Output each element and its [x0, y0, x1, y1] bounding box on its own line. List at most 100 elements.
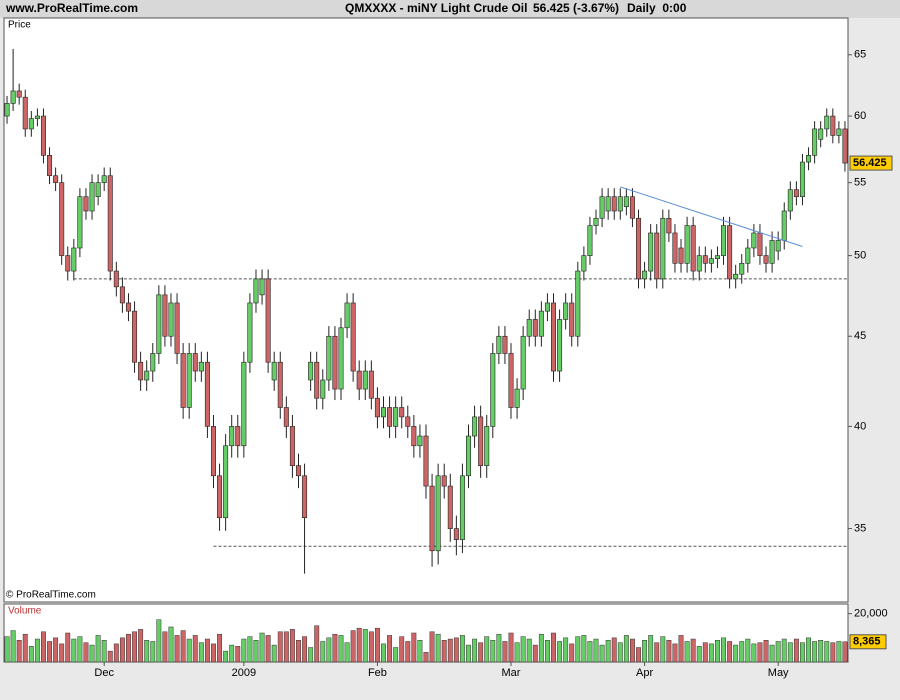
volume-bar	[818, 640, 824, 663]
candle-body	[629, 196, 635, 219]
volume-bar	[59, 643, 65, 663]
x-tick-label: Dec	[94, 667, 114, 679]
candle-body	[478, 416, 484, 466]
candle-body	[253, 278, 259, 304]
candle-body	[374, 397, 380, 418]
volume-bar	[806, 637, 811, 663]
volume-bar	[247, 636, 253, 663]
candle-body	[320, 379, 326, 399]
candle-body	[308, 361, 314, 381]
candle-body	[660, 217, 666, 280]
volume-bar	[235, 646, 241, 663]
volume-bar	[186, 638, 192, 663]
volume-bar	[368, 631, 374, 663]
x-tick-label: Mar	[502, 667, 521, 679]
volume-bar	[721, 637, 726, 663]
y-tick-label: 35	[854, 523, 866, 535]
y-tick-label: 45	[854, 330, 866, 342]
volume-bar	[599, 644, 605, 663]
candle-body	[812, 128, 818, 156]
volume-bar	[629, 638, 635, 663]
candle-body	[508, 353, 514, 408]
candle-body	[672, 232, 678, 264]
candle-body	[836, 128, 842, 136]
volume-bar	[636, 647, 641, 663]
candle-body	[830, 115, 836, 136]
volume-bar	[393, 647, 399, 663]
y-label: Price	[8, 20, 31, 31]
volume-bar	[423, 652, 429, 663]
volume-bar	[132, 631, 137, 663]
candle-body	[344, 302, 350, 329]
volume-bar	[660, 636, 666, 663]
candle-body	[666, 217, 672, 234]
candle-body	[174, 302, 180, 354]
volume-bar	[362, 629, 368, 663]
volume-bar	[320, 641, 326, 663]
candle-body	[198, 361, 204, 372]
candle-body	[22, 96, 28, 130]
volume-bar	[4, 636, 10, 663]
price-plot	[3, 17, 849, 603]
candle-body	[150, 353, 156, 372]
volume-bar	[702, 642, 708, 663]
candle-body	[781, 210, 787, 241]
candle-body	[204, 361, 210, 427]
volume-bar	[793, 638, 799, 663]
candle-body	[53, 175, 59, 183]
candle-body	[241, 361, 247, 447]
candle-body	[605, 196, 611, 212]
candle-body	[538, 310, 544, 337]
candle-body	[793, 189, 799, 197]
candle-body	[690, 225, 696, 272]
candle-body	[210, 426, 216, 477]
volume-bar	[253, 640, 259, 663]
volume-bar	[296, 640, 301, 663]
candle-body	[192, 353, 198, 372]
volume-bar	[648, 635, 654, 663]
candle-body	[235, 426, 241, 447]
y-tick-label: 65	[854, 49, 866, 61]
volume-bar	[417, 640, 423, 663]
volume-bar	[812, 641, 818, 663]
volume-bar	[289, 629, 295, 663]
candle-body	[16, 90, 22, 98]
candle-body	[581, 255, 587, 272]
volume-bar	[350, 630, 356, 663]
last-volume-label: 8,365	[853, 636, 881, 648]
volume-bar	[399, 636, 405, 663]
volume-bar	[156, 619, 162, 663]
volume-bar	[472, 638, 478, 663]
volume-bar	[265, 635, 271, 663]
volume-bar	[563, 637, 569, 663]
candle-body	[727, 225, 733, 280]
volume-bar	[429, 631, 435, 663]
volume-bar	[514, 642, 520, 663]
candle-body	[435, 475, 441, 552]
candle-body	[733, 273, 739, 280]
volume-bar	[587, 641, 593, 663]
candle-body	[696, 255, 702, 272]
volume-bar	[441, 640, 447, 663]
candle-body	[721, 225, 727, 256]
volume-bar	[593, 638, 599, 663]
volume-bar	[332, 633, 338, 663]
volume-bar	[314, 625, 320, 663]
candle-body	[283, 407, 289, 427]
candle-body	[393, 407, 399, 427]
candle-body	[453, 528, 459, 540]
volume-bar	[544, 640, 550, 663]
candle-body	[490, 353, 496, 427]
candle-body	[65, 255, 71, 272]
volume-bar	[842, 641, 848, 663]
candle-body	[496, 335, 502, 354]
volume-bar	[387, 635, 393, 663]
volume-bar	[453, 637, 459, 663]
candle-body	[520, 335, 526, 390]
volume-bar	[557, 641, 563, 663]
volume-bar	[781, 638, 787, 663]
volume-bar	[356, 627, 362, 663]
candle-body	[40, 115, 46, 156]
volume-bar	[344, 642, 350, 663]
candle-body	[575, 270, 581, 337]
